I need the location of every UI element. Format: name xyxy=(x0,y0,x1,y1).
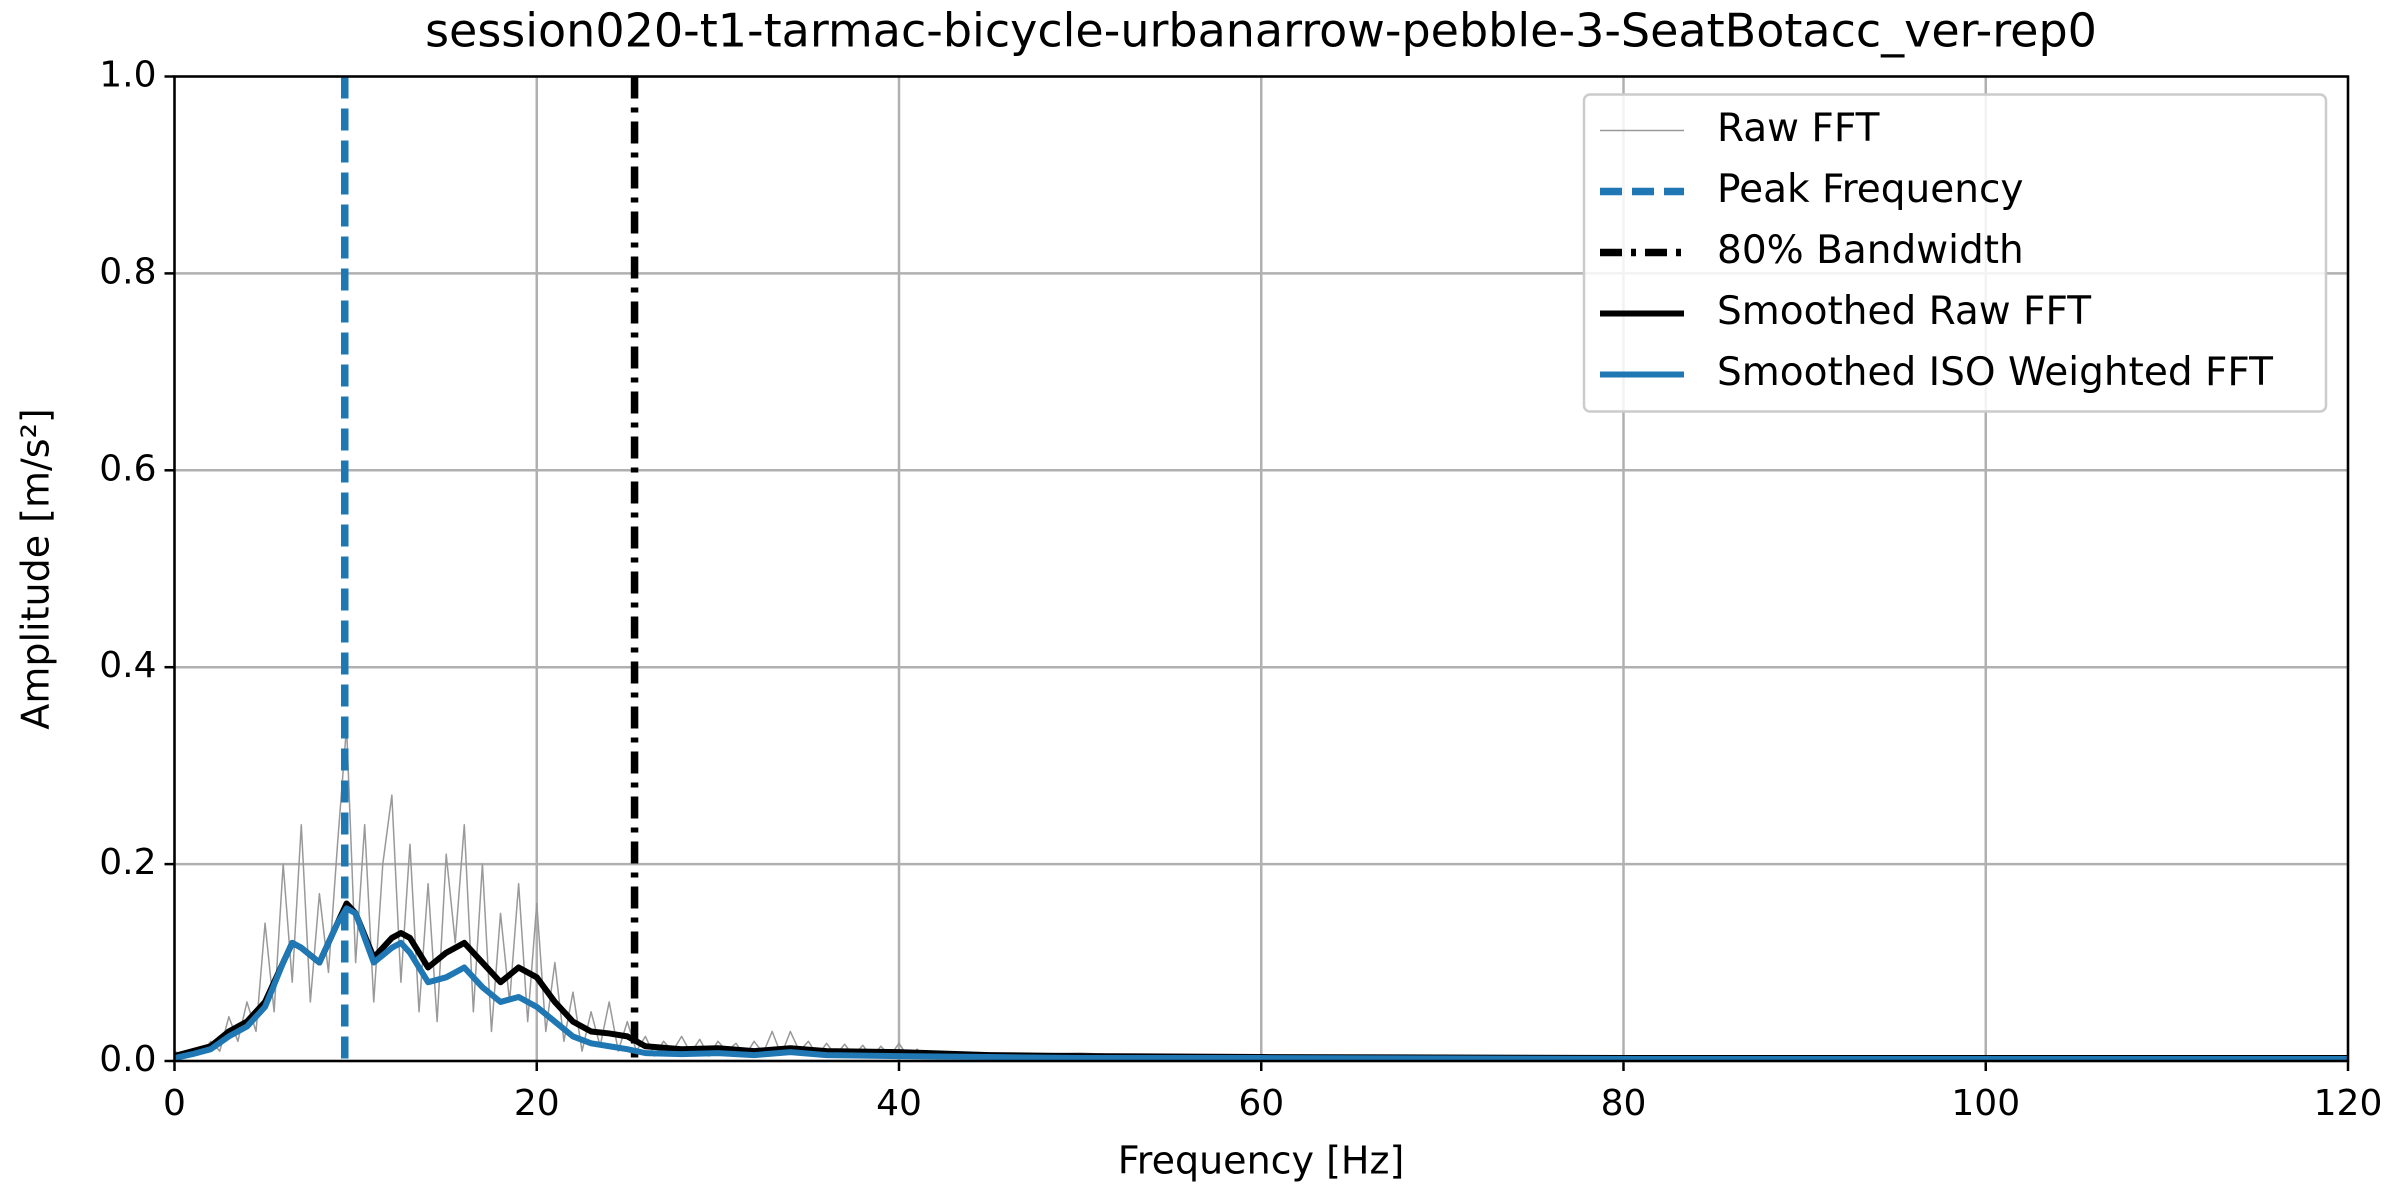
plot-area xyxy=(173,76,2348,1063)
series-line xyxy=(173,905,2348,1063)
y-axis-label: Amplitude [m/s²] xyxy=(14,408,58,729)
legend-box xyxy=(1582,93,2328,413)
x-tick-label: 0 xyxy=(163,1083,186,1124)
x-axis-label: Frequency [Hz] xyxy=(1118,1139,1405,1183)
x-tick-label: 60 xyxy=(1238,1083,1284,1124)
axes-frame xyxy=(173,75,2350,1063)
y-tick-label: 0.6 xyxy=(99,448,156,489)
chart-title: session020-t1-tarmac-bicycle-urbanarrow-… xyxy=(425,4,2097,58)
legend-label: 80% Bandwidth xyxy=(1717,228,2024,273)
legend-label: Smoothed ISO Weighted FFT xyxy=(1717,350,2273,395)
x-tick-label: 120 xyxy=(2314,1083,2383,1124)
legend-label: Smoothed Raw FFT xyxy=(1717,289,2091,334)
y-tick-label: 0.2 xyxy=(99,842,156,883)
x-tick-label: 20 xyxy=(514,1083,560,1124)
y-tick-label: 0.8 xyxy=(99,251,156,292)
legend: Raw FFT Peak Frequency 80% Bandwidth Smooth… xyxy=(1582,93,2328,413)
x-tick-label: 40 xyxy=(876,1083,922,1124)
y-tick-label: 1.0 xyxy=(99,55,156,96)
legend-label: Peak Frequency xyxy=(1717,167,2023,212)
y-tick-label: 0.4 xyxy=(99,645,156,686)
x-tick-label: 100 xyxy=(1951,1083,2020,1124)
x-tick-label: 80 xyxy=(1601,1083,1647,1124)
y-tick-label: 0.0 xyxy=(99,1039,156,1080)
legend-label: Raw FFT xyxy=(1717,106,1880,151)
